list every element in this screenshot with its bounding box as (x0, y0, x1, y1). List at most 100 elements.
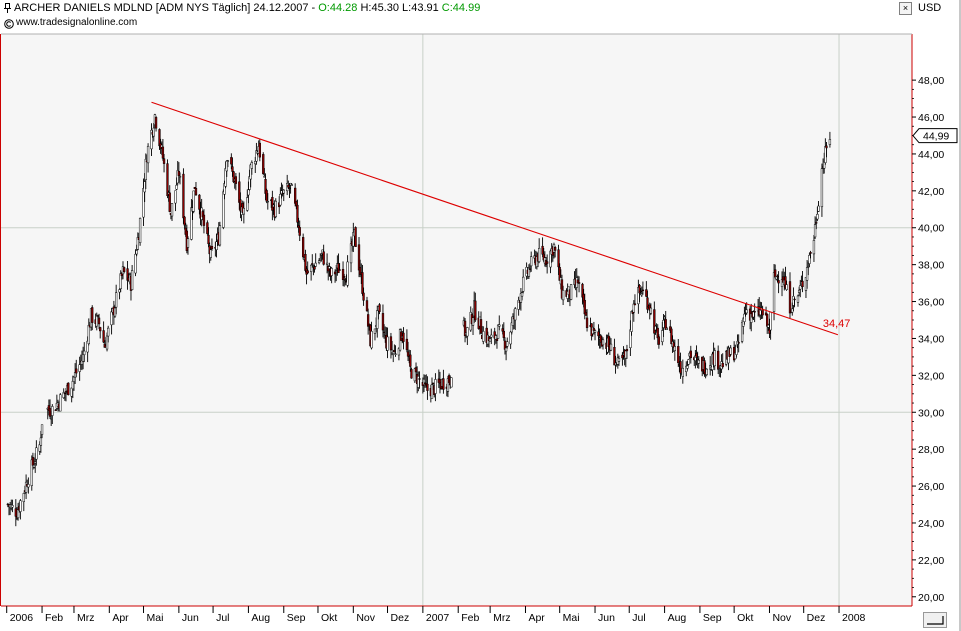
candle-body (662, 319, 665, 328)
candle-body (501, 328, 504, 332)
candle-body (430, 384, 434, 399)
pin-icon[interactable] (4, 3, 11, 13)
candle-body (287, 184, 290, 188)
candle-body (255, 150, 258, 162)
candle-body (788, 281, 792, 314)
candle-body (791, 308, 794, 313)
candle-body (792, 296, 795, 306)
candle-body (40, 424, 44, 435)
candle-body (649, 307, 653, 314)
x-tick-label: Sep (287, 612, 306, 624)
candle-body (406, 351, 410, 357)
candle-body (341, 268, 345, 280)
candle-body (509, 331, 512, 345)
candle-body (479, 319, 483, 334)
candle-body (394, 353, 397, 355)
candle-body (393, 350, 396, 352)
candle-body (410, 369, 413, 379)
candle-body (824, 146, 827, 163)
candle-body (207, 234, 210, 245)
candle-body (405, 338, 409, 351)
candle-body (386, 336, 389, 351)
candle-body (154, 117, 158, 129)
candle-body (389, 336, 393, 351)
candle-body (617, 358, 621, 362)
candle-body (597, 331, 600, 337)
candle-body (31, 457, 35, 466)
candle-body (335, 270, 338, 272)
price-candles (6, 113, 832, 527)
candle-body (91, 307, 94, 323)
candle-body (366, 314, 370, 327)
candle-body (210, 245, 214, 250)
candle-body (495, 338, 499, 341)
grid-lines (1, 34, 912, 606)
candle-body (190, 207, 193, 240)
candle-body (143, 181, 146, 193)
candle-body (753, 311, 756, 313)
candle-body (657, 336, 661, 345)
candle-body (362, 292, 365, 301)
candle-body (349, 243, 353, 264)
candle-body (309, 264, 313, 272)
candle-body (378, 304, 381, 312)
candle-body (298, 227, 301, 236)
candle-body (504, 347, 508, 352)
candle-body (279, 193, 282, 206)
x-tick-label: Dez (391, 612, 410, 624)
candle-body (717, 350, 720, 370)
x-tick-label: Feb (461, 612, 479, 624)
candle-body (450, 377, 453, 388)
candle-body (311, 263, 314, 265)
candle-body (70, 387, 73, 397)
chart-title: ARCHER DANIELS MDLND [ADM NYS Täglich] 2… (14, 2, 480, 14)
y-tick-label: 36,00 (918, 297, 944, 309)
candle-body (14, 508, 17, 517)
candle-body (234, 176, 238, 184)
y-tick-label: 38,00 (918, 260, 944, 272)
candle-body (801, 280, 804, 287)
resize-handle-icon[interactable] (923, 612, 947, 628)
candle-body (613, 346, 616, 366)
candle-body (72, 376, 76, 382)
candle-body (135, 250, 138, 255)
candle-body (198, 194, 201, 210)
candle-body (812, 240, 816, 255)
candle-body (502, 330, 505, 338)
candle-body (178, 176, 182, 178)
candle-body (633, 303, 637, 306)
candle-body (105, 335, 109, 350)
y-tick-label: 20,00 (918, 592, 944, 604)
candle-body (776, 275, 779, 278)
candle-body (177, 171, 181, 176)
candle-body (820, 168, 824, 208)
candle-body (431, 382, 435, 385)
candle-body (705, 368, 708, 375)
candle-body (110, 311, 113, 326)
candle-body (777, 280, 780, 284)
candle-body (313, 266, 316, 270)
candle-body (828, 139, 832, 145)
candle-body (296, 204, 299, 223)
y-tick-label: 46,00 (918, 112, 944, 124)
candle-body (317, 260, 321, 264)
candle-body (338, 269, 341, 271)
candle-body (231, 166, 234, 172)
candle-body (807, 266, 810, 268)
candle-body (417, 376, 420, 388)
candle-body (490, 334, 493, 338)
close-button[interactable]: × (899, 2, 912, 15)
candle-body (115, 292, 118, 308)
candle-body (265, 190, 268, 202)
x-tick-label: Feb (45, 612, 63, 624)
candle-body (262, 154, 265, 174)
candle-body (122, 267, 126, 273)
candle-body (107, 327, 110, 337)
candle-body (752, 311, 755, 318)
candle-body (681, 367, 684, 377)
candle-body (250, 162, 253, 169)
y-tick-label: 44,00 (918, 149, 944, 161)
candle-body (134, 253, 137, 274)
candle-body (426, 383, 429, 391)
